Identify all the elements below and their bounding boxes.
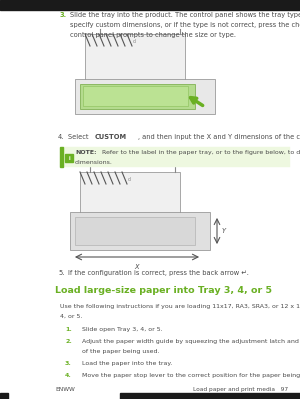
Bar xyxy=(75,79,215,114)
Text: Select: Select xyxy=(68,134,91,140)
Text: , and then input the X and Y dimensions of the custom paper size.: , and then input the X and Y dimensions … xyxy=(138,134,300,140)
Text: cl: cl xyxy=(133,39,137,44)
Text: 3.: 3. xyxy=(60,12,67,18)
Text: If the configuration is correct, press the back arrow ↵.: If the configuration is correct, press t… xyxy=(68,270,249,276)
Text: Move the paper stop lever to the correct position for the paper being used.: Move the paper stop lever to the correct… xyxy=(82,373,300,378)
Text: NOTE:: NOTE: xyxy=(75,150,97,155)
Text: specify custom dimensions, or if the type is not correct, press the checkmark bu: specify custom dimensions, or if the typ… xyxy=(70,22,300,28)
Text: 2.: 2. xyxy=(65,339,72,344)
Text: 4.: 4. xyxy=(65,373,72,378)
Text: Refer to the label in the paper tray, or to the figure below, to determine the X: Refer to the label in the paper tray, or… xyxy=(102,150,300,155)
Bar xyxy=(63,147,290,167)
Bar xyxy=(65,154,73,162)
Text: i: i xyxy=(68,156,70,160)
Text: ENWW: ENWW xyxy=(55,387,75,392)
Text: 1.: 1. xyxy=(65,327,72,332)
Text: dimensions.: dimensions. xyxy=(75,160,113,165)
Text: 3.: 3. xyxy=(65,361,72,366)
Bar xyxy=(120,393,300,399)
Text: Use the following instructions if you are loading 11x17, RA3, SRA3, or 12 x 18-s: Use the following instructions if you ar… xyxy=(60,304,300,309)
Text: Adjust the paper width guide by squeezing the adjustment latch and sliding the g: Adjust the paper width guide by squeezin… xyxy=(82,339,300,344)
Text: 4, or 5.: 4, or 5. xyxy=(60,314,82,319)
Bar xyxy=(0,393,8,399)
Text: cl: cl xyxy=(128,177,132,182)
Bar xyxy=(65,172,235,262)
Bar xyxy=(80,84,195,109)
Bar xyxy=(70,212,210,250)
Text: control panel prompts to change the size or type.: control panel prompts to change the size… xyxy=(70,32,236,38)
Text: X: X xyxy=(135,264,139,270)
Text: Load the paper into the tray.: Load the paper into the tray. xyxy=(82,361,172,366)
Text: 5.: 5. xyxy=(58,270,64,276)
Text: Slide open Tray 3, 4, or 5.: Slide open Tray 3, 4, or 5. xyxy=(82,327,163,332)
Bar xyxy=(83,86,188,106)
Bar xyxy=(85,34,185,84)
Text: Load large-size paper into Tray 3, 4, or 5: Load large-size paper into Tray 3, 4, or… xyxy=(55,286,272,295)
Bar xyxy=(65,44,240,129)
Text: Slide the tray into the product. The control panel shows the tray type and size : Slide the tray into the product. The con… xyxy=(70,12,300,18)
Bar xyxy=(0,0,300,10)
Text: Load paper and print media   97: Load paper and print media 97 xyxy=(193,387,288,392)
Text: Y: Y xyxy=(222,228,226,234)
Text: of the paper being used.: of the paper being used. xyxy=(82,349,160,354)
Bar xyxy=(60,147,63,167)
Bar xyxy=(75,217,195,245)
Text: 4.: 4. xyxy=(58,134,64,140)
Bar xyxy=(80,172,180,217)
Text: CUSTOM: CUSTOM xyxy=(95,134,127,140)
